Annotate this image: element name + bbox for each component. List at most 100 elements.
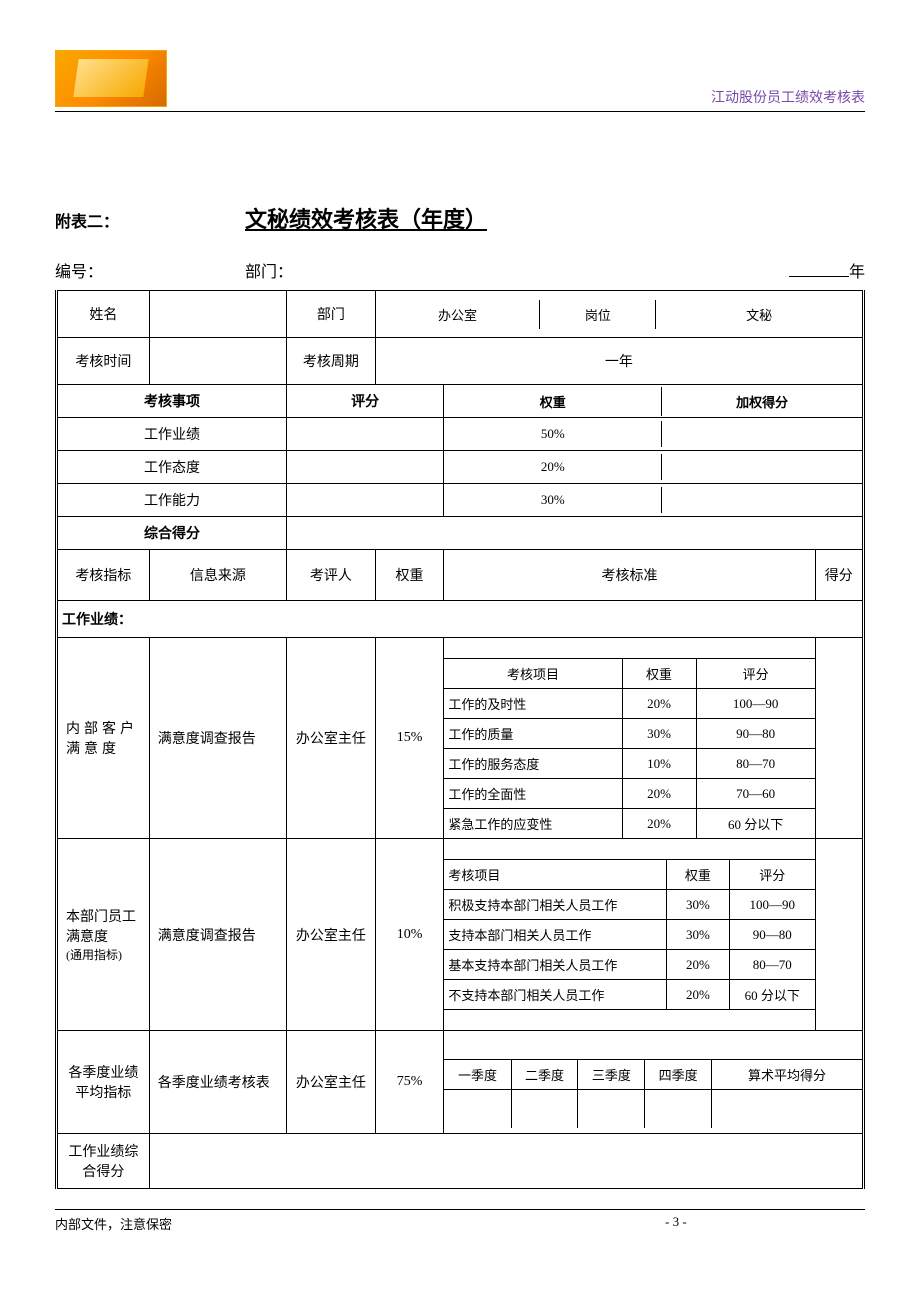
sum-total-label: 综合得分 [57, 517, 287, 550]
meta-number-label: 编号： [55, 258, 245, 282]
sub-cell: 10% [622, 749, 696, 779]
sub-cell: 100—90 [729, 890, 814, 920]
ind1-subtable: 考核项目 权重 评分 工作的及时性20%100—90 工作的质量30%90—80… [444, 638, 814, 838]
table-row: 工作能力 30% [57, 484, 864, 517]
sub-cell: 工作的质量 [444, 719, 622, 749]
sum-col-wscore: 加权得分 [662, 387, 862, 416]
indicator-row: 各季度业绩平均指标 各季度业绩考核表 办公室主任 75% 一季度 二季度 三季度… [57, 1031, 864, 1134]
sum-weight: 50% [444, 421, 661, 447]
ind1-score [815, 638, 863, 839]
summary-header-row: 考核事项 评分 权重 加权得分 [57, 385, 864, 418]
avg: 算术平均得分 [712, 1059, 862, 1089]
sub-cell: 支持本部门相关人员工作 [444, 920, 666, 950]
logo [55, 50, 167, 107]
sum-weight: 20% [444, 454, 661, 480]
ind1-standard: 考核项目 权重 评分 工作的及时性20%100—90 工作的质量30%90—80… [444, 638, 815, 839]
sub-h-weight: 权重 [666, 860, 729, 890]
sum-col-right: 权重 加权得分 [444, 385, 864, 418]
sum-score [286, 451, 443, 484]
q4: 四季度 [645, 1059, 712, 1089]
sub-cell: 工作的全面性 [444, 779, 622, 809]
header-company-text: 江动股份员工绩效考核表 [711, 87, 865, 107]
ind2-name: 本部门员工满意度 (通用指标) [57, 839, 150, 1031]
indicator-row: 本部门员工满意度 (通用指标) 满意度调查报告 办公室主任 10% 考核项目 权… [57, 839, 864, 1031]
sum-score [286, 418, 443, 451]
sub-cell: 80—70 [729, 950, 814, 980]
ind2-standard: 考核项目 权重 评分 积极支持本部门相关人员工作30%100—90 支持本部门相… [444, 839, 815, 1031]
ind1-assessor: 办公室主任 [286, 638, 375, 839]
sum-total-value [286, 517, 863, 550]
dh-source: 信息来源 [149, 550, 286, 601]
ind3-standard: 一季度 二季度 三季度 四季度 算术平均得分 [444, 1031, 864, 1134]
q2-v [511, 1089, 578, 1128]
meta-year: 年 [789, 258, 865, 282]
sum-wscore [662, 421, 862, 447]
sub-cell: 不支持本部门相关人员工作 [444, 980, 666, 1010]
table-row: 工作态度 20% [57, 451, 864, 484]
dh-weight: 权重 [375, 550, 444, 601]
sub-h-project: 考核项目 [444, 860, 666, 890]
sum-item: 工作能力 [57, 484, 287, 517]
ind1-source: 满意度调查报告 [149, 638, 286, 839]
sub-cell: 90—80 [696, 719, 814, 749]
section-row: 工作业绩： [57, 601, 864, 638]
sum-wscore [662, 487, 862, 513]
sub-cell: 20% [666, 980, 729, 1010]
meta-dept-label: 部门： [245, 258, 789, 282]
cell-dept-value: 办公室 [376, 300, 540, 329]
cell-time-label: 考核时间 [57, 338, 150, 385]
main-table: 姓名 部门 办公室 岗位 文秘 考核时间 考核周期 一年 考核事项 评分 权重 … [55, 290, 865, 1189]
dh-assessor: 考评人 [286, 550, 375, 601]
sub-cell: 90—80 [729, 920, 814, 950]
sub-cell: 20% [622, 689, 696, 719]
table-row: 姓名 部门 办公室 岗位 文秘 [57, 291, 864, 338]
ind2-weight: 10% [375, 839, 444, 1031]
ind3-assessor: 办公室主任 [286, 1031, 375, 1134]
q3-v [578, 1089, 645, 1128]
sum-wscore [662, 454, 862, 480]
sub-cell: 30% [622, 719, 696, 749]
sub-h-project: 考核项目 [444, 659, 622, 689]
footer-page-number: - 3 - [665, 1214, 865, 1233]
ind3-source: 各季度业绩考核表 [149, 1031, 286, 1134]
q2: 二季度 [511, 1059, 578, 1089]
q1-v [444, 1089, 511, 1128]
appendix-label: 附表二： [55, 208, 245, 232]
page-footer: 内部文件，注意保密 - 3 - [55, 1209, 865, 1233]
dh-score: 得分 [815, 550, 863, 601]
sub-cell: 100—90 [696, 689, 814, 719]
sub-cell: 60 分以下 [729, 980, 814, 1010]
sub-cell: 20% [666, 950, 729, 980]
ind2-assessor: 办公室主任 [286, 839, 375, 1031]
ind1-name: 内部客户满意度 [57, 638, 150, 839]
sub-h-score: 评分 [729, 860, 814, 890]
q1: 一季度 [444, 1059, 511, 1089]
q3: 三季度 [578, 1059, 645, 1089]
footer-confidential: 内部文件，注意保密 [55, 1214, 665, 1233]
sum-col-weight: 权重 [444, 387, 661, 416]
ind2-score [815, 839, 863, 1031]
dh-indicator: 考核指标 [57, 550, 150, 601]
sum-col-score: 评分 [286, 385, 443, 418]
avg-v [712, 1089, 862, 1128]
sum-item: 工作态度 [57, 451, 287, 484]
cell-name-label: 姓名 [57, 291, 150, 338]
sum-col-item: 考核事项 [57, 385, 287, 418]
cell-name-value [149, 291, 286, 338]
sub-cell: 20% [622, 809, 696, 839]
detail-header-row: 考核指标 信息来源 考评人 权重 考核标准 得分 [57, 550, 864, 601]
sub-h-weight: 权重 [622, 659, 696, 689]
table-row: 工作业绩 50% [57, 418, 864, 451]
dh-standard: 考核标准 [444, 550, 815, 601]
ind3-subtable: 一季度 二季度 三季度 四季度 算术平均得分 [444, 1037, 862, 1128]
ind1-weight: 15% [375, 638, 444, 839]
ind3-weight: 75% [375, 1031, 444, 1134]
sub-cell: 工作的服务态度 [444, 749, 622, 779]
table-row: 考核时间 考核周期 一年 [57, 338, 864, 385]
sub-cell: 工作的及时性 [444, 689, 622, 719]
ind2-subtable: 考核项目 权重 评分 积极支持本部门相关人员工作30%100—90 支持本部门相… [444, 839, 814, 1030]
cell-cycle-value: 一年 [375, 338, 863, 385]
subtotal-value [149, 1134, 863, 1189]
title-row: 附表二： 文秘绩效考核表（年度） [55, 202, 865, 234]
sub-cell: 30% [666, 890, 729, 920]
